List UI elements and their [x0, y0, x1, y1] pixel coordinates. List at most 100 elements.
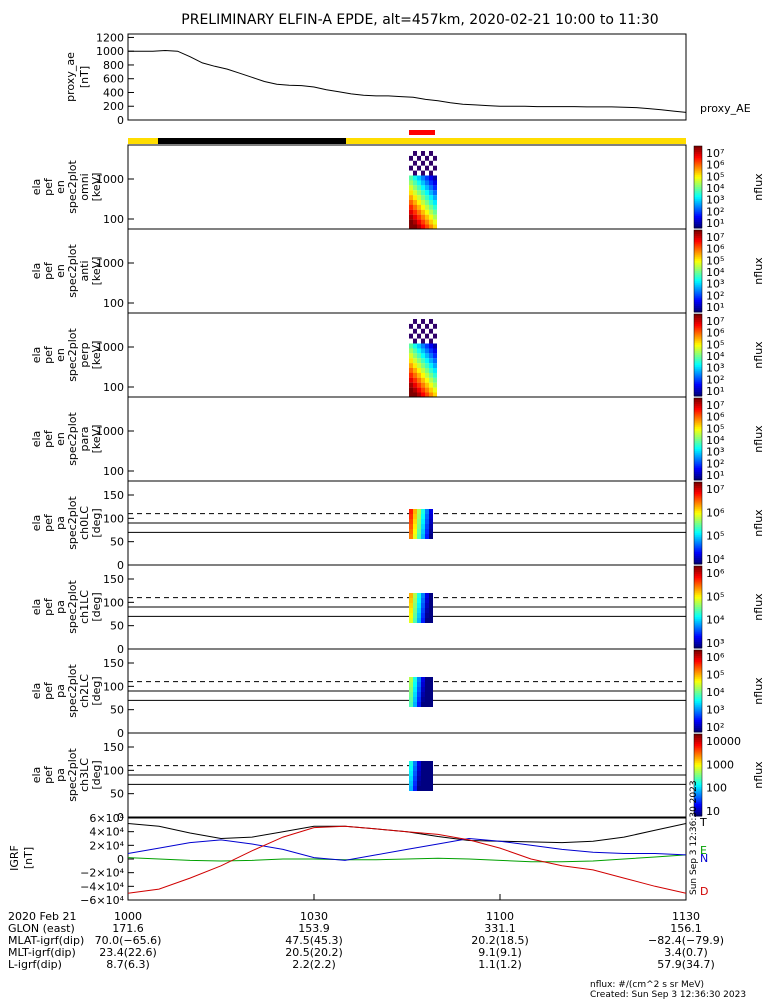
spectrogram-cell	[421, 170, 425, 176]
spectrogram-cell	[433, 328, 437, 334]
spectrogram-cell	[425, 524, 429, 529]
spectrogram-cell	[425, 618, 429, 623]
spectrogram-cell	[425, 608, 429, 613]
colorbar-tick-label: 10⁵	[706, 170, 724, 183]
panel-tick-label: 1000	[96, 173, 124, 186]
colorbar-segment	[694, 645, 702, 649]
panel-ylabel: ela	[30, 515, 43, 532]
panel-tick-label: 0	[117, 727, 124, 740]
spectrogram-cell	[421, 319, 425, 324]
spectrogram-cell	[425, 151, 429, 156]
colorbar-segment	[694, 273, 702, 276]
colorbar-label: nflux	[752, 761, 765, 789]
spectrogram-cell	[413, 185, 417, 191]
colorbar-segment	[694, 678, 702, 682]
colorbar-segment	[694, 748, 702, 751]
colorbar-segment	[694, 768, 702, 772]
spectrogram-cell	[417, 170, 421, 176]
colorbar-segment	[694, 244, 702, 247]
spectrogram-cell	[433, 200, 437, 205]
colorbar-segment	[694, 340, 702, 344]
spectrogram-panel-5: ela pef pa spec2plot ch1LC [deg]150 100 50 0 10⁶ 1…	[30, 564, 765, 656]
spectrogram-cell	[425, 509, 429, 514]
spectrogram-cell	[413, 613, 417, 618]
spectrogram-cell	[413, 195, 417, 201]
colorbar-segment	[694, 285, 702, 288]
spectrogram-cell	[429, 333, 433, 339]
spectrogram-cell	[429, 328, 433, 334]
spectrogram-cell	[421, 333, 425, 339]
spectrogram-cell	[429, 195, 433, 201]
spectrogram-cell	[409, 682, 413, 687]
colorbar-segment	[694, 691, 702, 694]
colorbar-segment	[694, 705, 702, 708]
panel-tick-label: 1000	[96, 425, 124, 438]
spectrogram-cell	[429, 613, 433, 618]
spectrogram-cell	[409, 692, 413, 697]
colorbar-segment	[694, 328, 702, 331]
spectrogram-cell	[421, 185, 425, 191]
spectrogram-cell	[421, 219, 425, 225]
colorbar-segment	[694, 490, 702, 493]
spectrogram-cell	[429, 170, 433, 176]
igrf-series-T	[127, 823, 687, 844]
panel-frame	[127, 228, 687, 314]
colorbar-tick-label: 10⁶	[706, 411, 725, 424]
colorbar-tick-label: 10⁶	[706, 567, 725, 580]
spectrogram-cell	[421, 509, 425, 514]
spectrogram-cell	[433, 333, 437, 339]
colorbar-segment	[694, 535, 702, 538]
colorbar-segment	[694, 287, 702, 290]
spectrogram-cell	[433, 214, 437, 220]
colorbar-segment	[694, 703, 702, 706]
colorbar-segment	[694, 406, 702, 409]
colorbar-segment	[694, 344, 702, 348]
colorbar-segment	[694, 613, 702, 616]
panel-ylabel: [keV]	[90, 173, 103, 202]
spectrogram-cell	[425, 224, 429, 230]
panel-ylabel: pef	[42, 681, 55, 700]
colorbar-segment	[694, 795, 702, 799]
spectrogram-cell	[425, 692, 429, 697]
spectrogram-cell	[413, 180, 417, 186]
spectrogram-cell	[425, 519, 429, 524]
panel-tick-label: 50	[110, 704, 124, 717]
x-axis-row-value: 1130	[672, 910, 700, 923]
x-axis-row-value: 153.9	[298, 922, 330, 935]
spectrogram-cell	[429, 618, 433, 623]
colorbar-segment	[694, 770, 702, 774]
panel-tick-label: 100	[103, 512, 124, 525]
colorbar-segment	[694, 223, 702, 227]
footer-units: nflux: #/(cm^2 s sr MeV)	[590, 980, 704, 990]
spectrogram-cell	[421, 368, 425, 373]
panel-tick-label: 0	[117, 811, 124, 824]
proxy-ae-frame	[127, 33, 687, 121]
spectrogram-cell	[429, 358, 433, 364]
spectrogram-cell	[409, 175, 413, 181]
spectrogram-cell	[417, 702, 421, 707]
spectrogram-cell	[429, 702, 433, 707]
spectrogram-cell	[413, 603, 417, 608]
colorbar-segment	[694, 508, 702, 512]
spectrogram-cell	[429, 319, 433, 324]
colorbar-segment	[694, 461, 702, 465]
panel-tick-label: 50	[110, 536, 124, 549]
colorbar-label: nflux	[752, 341, 765, 369]
spectrogram-cell	[433, 224, 437, 230]
spectrogram-cell	[413, 209, 417, 215]
x-axis-row-label: 2020 Feb 21	[8, 910, 76, 923]
colorbar-segment	[694, 754, 702, 758]
colorbar-segment	[694, 418, 702, 422]
colorbar-segment	[694, 707, 702, 710]
colorbar-segment	[694, 543, 702, 547]
colorbar-segment	[694, 734, 702, 737]
spectrogram-cell	[429, 677, 433, 682]
colorbar-segment	[694, 584, 702, 587]
spectrogram-cell	[421, 180, 425, 186]
colorbar-segment	[694, 219, 702, 223]
colorbar-tick-label: 10⁷	[706, 147, 724, 160]
panel-ylabel: pef	[42, 429, 55, 448]
panel-ylabel: omni	[78, 173, 91, 200]
spectrogram-cell	[421, 214, 425, 220]
spectrogram-cell	[421, 677, 425, 682]
